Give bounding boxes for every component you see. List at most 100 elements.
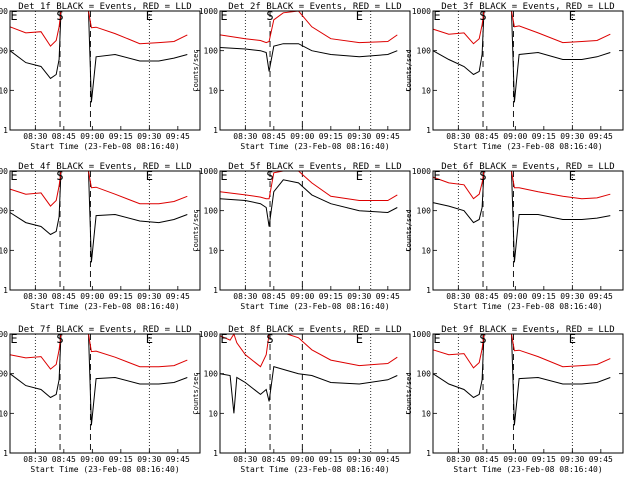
x-axis-label: Start Time (23-Feb-08 08:16:40): [30, 142, 179, 151]
x-tick-label: 08:45: [262, 132, 286, 141]
x-tick-label: 09:15: [532, 292, 556, 301]
marker-e: E: [356, 9, 363, 23]
panel-title: Det 7f BLACK = Events, RED = LLD: [18, 325, 191, 335]
y-tick-label: 10: [0, 246, 8, 255]
x-tick-label: 08:30: [446, 455, 470, 464]
series-events-line: [432, 333, 611, 426]
x-tick-label: 08:45: [475, 292, 499, 301]
y-tick-label: 10: [421, 409, 431, 418]
x-tick-label: 09:45: [166, 132, 190, 141]
x-tick-label: 09:30: [137, 132, 161, 141]
x-tick-label: 08:30: [233, 455, 257, 464]
x-tick-label: 09:45: [166, 455, 190, 464]
x-tick-label: 09:45: [589, 292, 613, 301]
plot-frame: [219, 170, 411, 291]
series-events-line: [9, 170, 188, 263]
marker-e: E: [10, 332, 17, 346]
x-tick-label: 08:30: [23, 292, 47, 301]
marker-e: E: [220, 332, 227, 346]
marker-e: E: [146, 332, 153, 346]
marker-e: E: [220, 169, 227, 183]
series-events-line: [219, 43, 398, 72]
x-tick-label: 09:30: [347, 132, 371, 141]
y-tick-label: 10: [208, 246, 218, 255]
y-tick-label: 100: [0, 47, 8, 56]
x-tick-label: 09:15: [532, 132, 556, 141]
y-tick-label: 1: [426, 286, 431, 295]
y-tick-label: 100: [0, 370, 8, 379]
x-tick-label: 09:30: [137, 292, 161, 301]
panel-det-3: Det 3f BLACK = Events, RED = LLD Counts/s…: [405, 2, 624, 151]
x-tick-label: 09:30: [137, 455, 161, 464]
x-tick-label: 09:45: [589, 132, 613, 141]
marker-e: E: [433, 332, 440, 346]
marker-e: E: [10, 9, 17, 23]
x-tick-label: 09:00: [80, 132, 104, 141]
panel-title: Det 5f BLACK = Events, RED = LLD: [228, 162, 401, 172]
x-tick-label: 08:30: [446, 292, 470, 301]
x-tick-label: 09:30: [347, 292, 371, 301]
series-events-line: [219, 179, 398, 227]
y-tick-label: 1000: [412, 167, 431, 176]
marker-s: S: [56, 9, 63, 23]
y-tick-label: 1000: [199, 167, 218, 176]
y-tick-label: 1000: [0, 330, 8, 339]
series-lld-line: [432, 170, 611, 200]
y-tick-label: 10: [208, 86, 218, 95]
marker-e: E: [433, 9, 440, 23]
y-tick-label: 1000: [199, 330, 218, 339]
series-events-line: [432, 10, 611, 103]
marker-s: S: [479, 9, 486, 23]
x-axis-label: Start Time (23-Feb-08 08:16:40): [453, 302, 602, 311]
marker-e: E: [220, 9, 227, 23]
x-tick-label: 09:30: [560, 455, 584, 464]
y-tick-label: 100: [0, 207, 8, 216]
plot-frame: [9, 10, 201, 131]
x-tick-label: 08:30: [23, 455, 47, 464]
x-tick-label: 09:00: [290, 132, 314, 141]
panel-det-5: Det 5f BLACK = Events, RED = LLD Counts/s…: [192, 162, 411, 311]
y-tick-label: 1000: [199, 7, 218, 16]
marker-s: S: [56, 169, 63, 183]
y-tick-label: 10: [421, 246, 431, 255]
x-tick-label: 09:00: [290, 292, 314, 301]
marker-s: S: [479, 332, 486, 346]
x-tick-label: 09:15: [532, 455, 556, 464]
x-tick-label: 08:30: [233, 132, 257, 141]
panel-title: Det 1f BLACK = Events, RED = LLD: [18, 2, 191, 12]
y-axis-label: Counts/sec: [405, 209, 413, 251]
panel-title: Det 2f BLACK = Events, RED = LLD: [228, 2, 401, 12]
series-lld-line: [219, 170, 398, 201]
y-tick-label: 10: [0, 409, 8, 418]
x-tick-label: 09:00: [80, 292, 104, 301]
y-tick-label: 10: [208, 409, 218, 418]
x-tick-label: 09:15: [319, 132, 343, 141]
y-tick-label: 100: [204, 47, 219, 56]
x-tick-label: 08:45: [52, 132, 76, 141]
marker-e: E: [569, 169, 576, 183]
y-tick-label: 100: [417, 370, 432, 379]
x-tick-label: 09:00: [503, 292, 527, 301]
y-tick-label: 1: [213, 126, 218, 135]
panel-det-7: Det 7f BLACK = Events, RED = LLD Counts/s…: [0, 325, 201, 474]
plot-frame: [219, 10, 411, 131]
marker-s: S: [266, 332, 273, 346]
x-tick-label: 09:00: [290, 455, 314, 464]
y-tick-label: 100: [204, 207, 219, 216]
panel-det-8: Det 8f BLACK = Events, RED = LLD Counts/s…: [192, 325, 411, 474]
panel-title: Det 6f BLACK = Events, RED = LLD: [441, 162, 614, 172]
y-tick-label: 1000: [0, 167, 8, 176]
x-tick-label: 09:45: [376, 132, 400, 141]
x-tick-label: 09:30: [560, 292, 584, 301]
x-tick-label: 09:30: [560, 132, 584, 141]
y-tick-label: 100: [417, 207, 432, 216]
x-axis-label: Start Time (23-Feb-08 08:16:40): [30, 302, 179, 311]
x-axis-label: Start Time (23-Feb-08 08:16:40): [240, 465, 389, 474]
series-events-line: [9, 333, 188, 426]
x-tick-label: 09:45: [376, 292, 400, 301]
x-tick-label: 09:00: [80, 455, 104, 464]
panel-title: Det 9f BLACK = Events, RED = LLD: [441, 325, 614, 335]
marker-e: E: [356, 332, 363, 346]
marker-e: E: [433, 169, 440, 183]
